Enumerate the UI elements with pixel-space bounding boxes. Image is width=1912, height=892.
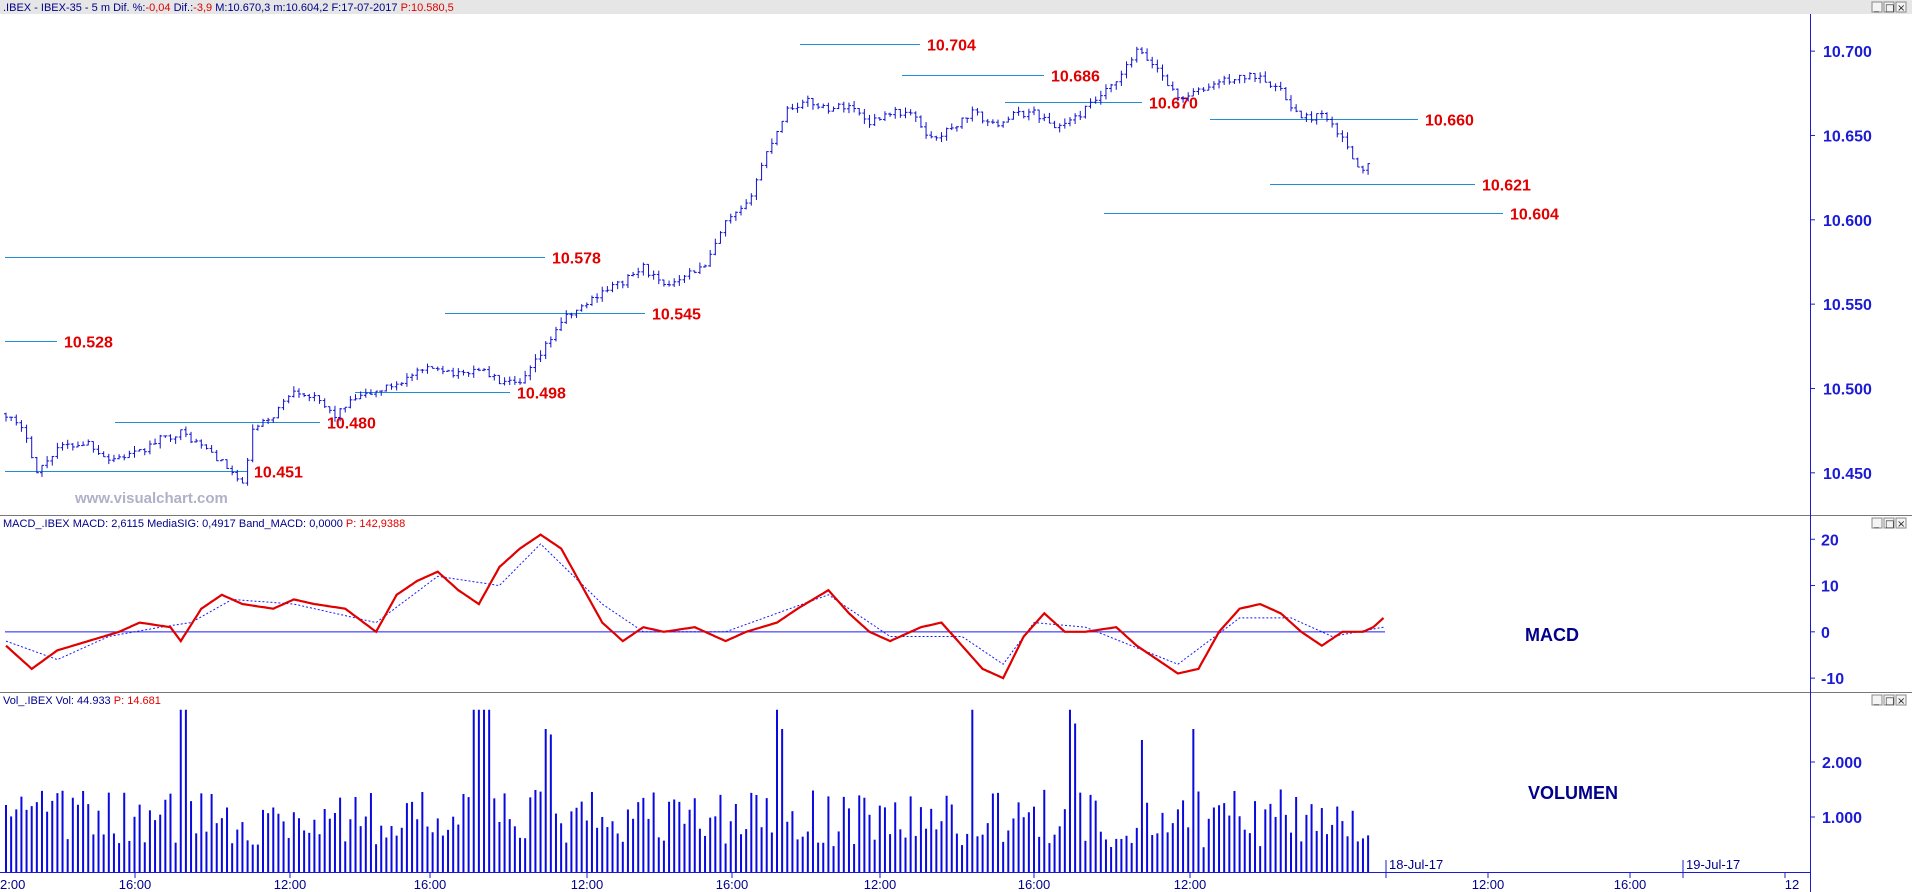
time-axis-label: 12:00 <box>274 877 307 892</box>
volume-window-buttons[interactable]: _ □ × <box>1871 694 1907 707</box>
date-label: 19-Jul-17 <box>1686 857 1740 872</box>
price-axis-label: 10.500 <box>1823 381 1872 398</box>
macd-axis-label: 0 <box>1821 625 1830 642</box>
time-axis-label: 12:00 <box>1472 877 1505 892</box>
macd-line <box>5 533 1385 680</box>
level-label: 10.704 <box>927 38 976 55</box>
level-label: 10.660 <box>1425 113 1474 130</box>
price-header-bar <box>0 0 1912 14</box>
date-label: 18-Jul-17 <box>1389 857 1443 872</box>
close-icon[interactable]: × <box>1897 519 1905 530</box>
macd-header-info: MACD_.IBEX MACD: 2,6115 MediaSIG: 0,4917… <box>3 518 405 530</box>
time-axis-label: 16:00 <box>119 877 152 892</box>
volume-header-info: Vol_.IBEX Vol: 44.933 P: 14.681 <box>3 695 161 707</box>
maximize-icon[interactable]: □ <box>1885 696 1894 707</box>
time-axis-label: 16:00 <box>1018 877 1051 892</box>
volume-axis: 2.000 1.000 <box>1810 755 1862 827</box>
price-header-info: .IBEX - IBEX-35 - 5 m Dif. %:-0,04 Dif.:… <box>3 2 454 14</box>
maximize-icon[interactable]: □ <box>1885 519 1894 530</box>
price-axis-label: 10.700 <box>1823 44 1872 61</box>
time-axis-label: 12:00 <box>864 877 897 892</box>
time-axis-label: 2:00 <box>0 877 25 892</box>
macd-axis-label: 10 <box>1821 579 1839 596</box>
volume-axis-label: 2.000 <box>1822 755 1862 772</box>
time-axis-label: 12 <box>1785 877 1799 892</box>
minimize-icon[interactable]: _ <box>1873 518 1880 529</box>
macd-axis-label: -10 <box>1821 671 1844 688</box>
close-icon[interactable]: × <box>1897 3 1905 14</box>
price-candles <box>4 46 1371 486</box>
volume-axis-label: 1.000 <box>1822 810 1862 827</box>
macd-lines <box>5 533 1385 680</box>
level-label: 10.621 <box>1482 178 1531 195</box>
price-axis: 10.450 10.500 10.550 10.600 10.650 10.700 <box>1810 44 1872 483</box>
level-label: 10.545 <box>652 307 701 324</box>
maximize-icon[interactable]: □ <box>1885 3 1894 14</box>
level-label: 10.604 <box>1510 207 1559 224</box>
macd-axis: 20 10 0 -10 <box>1810 532 1844 688</box>
level-label: 10.686 <box>1051 69 1100 86</box>
price-window-buttons[interactable]: _ □ × <box>1871 1 1907 14</box>
watermark: www.visualchart.com <box>74 490 228 507</box>
support-resistance-levels: 10.704 10.686 10.670 10.660 10.621 10.604 10.5… <box>5 38 1559 482</box>
macd-window-buttons[interactable]: _ □ × <box>1871 517 1907 530</box>
close-icon[interactable]: × <box>1897 696 1905 707</box>
signal-line <box>5 543 1384 665</box>
price-axis-label: 10.450 <box>1823 466 1872 483</box>
time-axis-label: 12:00 <box>1174 877 1207 892</box>
price-axis-label: 10.600 <box>1823 213 1872 230</box>
minimize-icon[interactable]: _ <box>1873 2 1880 13</box>
level-label: 10.480 <box>327 416 376 433</box>
time-axis: 2:00 16:00 12:00 16:00 12:00 16:00 12:00 16:00 1… <box>0 857 1799 892</box>
time-axis-label: 16:00 <box>1614 877 1647 892</box>
time-axis-label: 12:00 <box>571 877 604 892</box>
level-label: 10.670 <box>1149 96 1198 113</box>
price-axis-label: 10.550 <box>1823 297 1872 314</box>
level-label: 10.528 <box>64 335 113 352</box>
volume-panel-title: VOLUMEN <box>1528 783 1618 803</box>
price-axis-label: 10.650 <box>1823 128 1872 145</box>
volume-bars <box>5 709 1370 872</box>
level-label: 10.578 <box>552 251 601 268</box>
level-label: 10.498 <box>517 386 566 403</box>
level-label: 10.451 <box>254 465 303 482</box>
macd-axis-label: 20 <box>1821 532 1839 549</box>
minimize-icon[interactable]: _ <box>1873 695 1880 706</box>
time-axis-label: 16:00 <box>716 877 749 892</box>
time-axis-label: 16:00 <box>414 877 447 892</box>
macd-panel-title: MACD <box>1525 625 1579 645</box>
